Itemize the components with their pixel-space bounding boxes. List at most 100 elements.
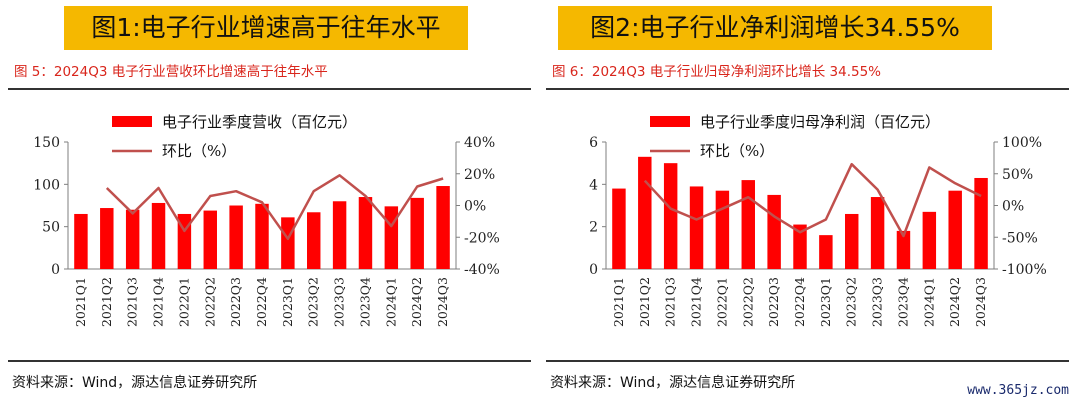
x-tick-label: 2023Q1 [280,277,295,327]
bar [332,201,347,269]
x-tick-label: 2024Q3 [973,277,988,327]
right-tick-label: -50% [1002,230,1038,246]
right-figure-title: 图 6：2024Q3 电子行业归母净利润环比增长 34.55% [552,64,882,80]
bar [203,210,217,269]
right-tick-label: -40% [464,262,500,278]
bar [638,156,652,269]
bar [410,197,424,269]
bar [229,205,243,269]
bar [612,188,626,269]
x-tick-label: 2022Q4 [792,277,807,327]
right-chart: 0 2 4 6 -100% -50% 0% 50% 100% 2021Q1 2021Q2 2021Q3… [589,113,1047,327]
x-tick-label: 2024Q3 [435,277,450,327]
x-tick-label: 2022Q3 [228,277,243,327]
left-tick-label: 4 [589,177,598,193]
x-tick-label: 2024Q2 [947,277,962,327]
bar [870,197,885,269]
x-tick-label: 2022Q3 [766,277,781,327]
bar [307,212,321,269]
x-tick-label: 2024Q2 [409,277,424,327]
left-tick-label: 100 [33,177,60,193]
bar [255,203,269,269]
x-tick-label: 2022Q2 [202,277,217,327]
right-tick-label: 0% [1002,199,1024,215]
left-figure-panel: 图1:电子行业增速高于往年水平 图 5：2024Q3 电子行业营收环比增速高于往… [0,0,537,406]
right-tick-label: 100% [1002,135,1042,151]
x-tick-label: 2021Q3 [125,277,140,327]
site-watermark: www.365jz.com [967,383,1069,398]
x-tick-label: 2022Q1 [714,277,729,327]
x-tick-label: 2023Q2 [306,277,321,327]
left-banner: 图1:电子行业增速高于往年水平 [64,6,468,50]
legend-bar-swatch [112,116,152,127]
bar [819,235,833,269]
right-tick-label: -100% [1002,262,1047,278]
right-banner: 图2:电子行业净利润增长34.55% [558,6,992,50]
left-tick-label: 6 [589,135,598,151]
right-tick-label: 0% [464,199,486,215]
right-bottom-rule [546,360,1069,362]
right-tick-label: -20% [464,230,500,246]
x-tick-label: 2021Q3 [663,277,678,327]
bar [436,186,450,269]
x-tick-label: 2021Q1 [611,277,626,327]
right-source-note: 资料来源：Wind，源达信息证券研究所 [550,375,796,391]
left-source-note: 资料来源：Wind，源达信息证券研究所 [12,375,258,391]
x-tick-label: 2021Q4 [689,277,704,327]
right-top-rule [546,88,1069,90]
legend-bar-label: 电子行业季度归母净利润（百亿元） [700,113,940,131]
bar [100,208,114,269]
right-tick-label: 50% [1002,167,1033,183]
x-tick-label: 2022Q1 [176,277,191,327]
left-bottom-rule [8,360,531,362]
left-tick-label: 0 [589,262,598,278]
legend-line-label: 环比（%） [162,142,236,160]
x-tick-label: 2021Q4 [151,277,166,327]
x-tick-label: 2021Q2 [637,277,652,327]
legend-bar-swatch [650,116,690,127]
left-tick-label: 150 [33,135,60,151]
x-tick-label: 2023Q3 [870,277,885,327]
series-line [643,162,982,238]
x-tick-label: 2023Q2 [844,277,859,327]
bar [922,211,937,269]
x-tick-label: 2023Q3 [332,277,347,327]
x-tick-label: 2023Q1 [818,277,833,327]
left-tick-label: 50 [42,220,60,236]
x-tick-label: 2023Q4 [896,277,911,327]
x-tick-label: 2021Q2 [99,277,114,327]
bar [974,177,988,269]
bar [845,213,859,269]
x-tick-label: 2022Q4 [254,277,269,327]
bar [767,194,781,269]
bar [74,213,88,269]
x-tick-label: 2024Q1 [921,277,936,327]
left-figure-title: 图 5：2024Q3 电子行业营收环比增速高于往年水平 [14,64,328,80]
x-tick-label: 2022Q2 [740,277,755,327]
bar [151,202,166,269]
bar [125,209,140,269]
left-chart: 0 50 100 150 -40% -20% 0% 20% 40% 2021Q1 2021Q2 202… [33,113,500,327]
legend-bar-label: 电子行业季度营收（百亿元） [162,113,357,131]
bar [715,190,730,269]
bar [741,180,755,269]
left-tick-label: 2 [589,220,598,236]
x-tick-label: 2021Q1 [73,277,88,327]
bar [896,230,911,269]
right-tick-label: 20% [464,167,495,183]
bar [948,190,962,269]
bar [689,186,704,269]
bar [384,206,399,269]
x-tick-label: 2024Q1 [383,277,398,327]
legend-line-label: 环比（%） [700,142,774,160]
bar [358,197,373,269]
bar [663,163,678,269]
left-tick-label: 0 [51,262,60,278]
series-line [105,174,444,241]
right-tick-label: 40% [464,135,495,151]
left-top-rule [8,88,531,90]
x-tick-label: 2023Q4 [358,277,373,327]
right-figure-panel: 图2:电子行业净利润增长34.55% 图 6：2024Q3 电子行业归母净利润环… [538,0,1075,406]
bar [793,224,807,269]
bar [281,217,295,269]
